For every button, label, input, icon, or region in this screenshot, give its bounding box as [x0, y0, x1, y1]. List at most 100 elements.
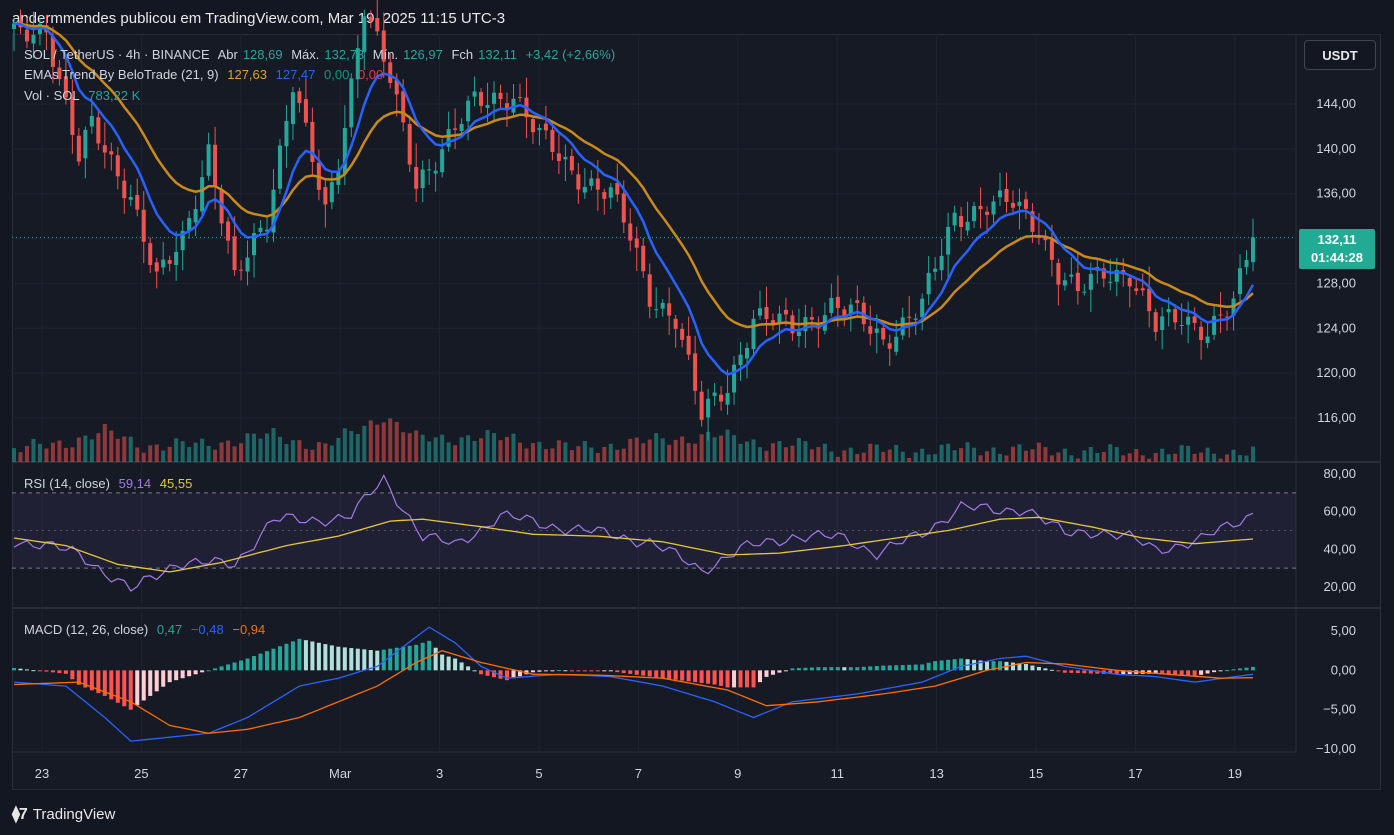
- ema-value-3: 0,00: [324, 67, 350, 82]
- volume-bar: [706, 431, 711, 462]
- macd-histogram-bar: [686, 670, 691, 682]
- candle-body: [1179, 325, 1184, 327]
- macd-histogram-bar: [654, 670, 659, 678]
- candle-body: [381, 30, 386, 62]
- volume-bar: [1108, 444, 1113, 462]
- macd-histogram-bar: [1179, 670, 1184, 676]
- macd-histogram-bar: [109, 670, 114, 700]
- volume-bar: [388, 418, 393, 462]
- candle-body: [777, 313, 782, 323]
- candle-body: [407, 123, 412, 165]
- candle-body: [517, 96, 522, 98]
- volume-bar: [1250, 446, 1256, 462]
- rsi-legend[interactable]: RSI (14, close) 59,14 45,55: [24, 476, 197, 491]
- macd-histogram-bar: [608, 670, 613, 672]
- volume-bar: [719, 435, 724, 462]
- currency-button[interactable]: USDT: [1304, 40, 1376, 70]
- macd-histogram-bar: [349, 648, 354, 671]
- macd-histogram-bar: [1010, 662, 1015, 671]
- volume-bar: [1192, 453, 1197, 462]
- volume-bar: [206, 445, 211, 462]
- candle-body: [453, 128, 458, 130]
- time-tick-label: 23: [35, 766, 49, 781]
- volume-bar: [641, 443, 646, 462]
- time-tick-label: 25: [134, 766, 148, 781]
- candle-body: [122, 180, 127, 199]
- macd-line: [13, 626, 1254, 742]
- candle-body: [498, 92, 503, 100]
- volume-bar: [835, 456, 840, 462]
- candle-body: [1192, 316, 1197, 324]
- last-price-badge: 132,11 01:44:28: [1299, 229, 1375, 269]
- volume-bar: [310, 449, 315, 462]
- volume-bar: [537, 441, 542, 462]
- macd-histogram-bar: [1049, 669, 1054, 671]
- volume-bar: [524, 448, 529, 462]
- volume-bar: [732, 435, 737, 462]
- volume-bar: [414, 430, 419, 462]
- volume-bar: [1134, 448, 1139, 462]
- volume-value: 783,22 K: [88, 88, 141, 103]
- volume-bar: [1160, 448, 1165, 462]
- candle-body: [1250, 237, 1256, 263]
- volume-bar: [855, 453, 860, 462]
- candle-body: [115, 155, 120, 177]
- macd-histogram-bar: [1056, 670, 1061, 672]
- candle-body: [89, 116, 94, 127]
- rsi-title: RSI (14, close): [24, 476, 110, 491]
- macd-hist-value: 0,47: [156, 622, 183, 637]
- candle-body: [751, 318, 756, 350]
- volume-bar: [336, 437, 341, 462]
- macd-histogram-bar: [1108, 670, 1113, 675]
- rsi-ma-line: [13, 516, 1254, 573]
- macd-histogram-bar: [433, 647, 438, 671]
- candle-body: [297, 91, 302, 104]
- volume-bar: [874, 444, 879, 462]
- tradingview-logo[interactable]: ⧫7 TradingView: [12, 804, 115, 824]
- candle-body: [725, 392, 730, 405]
- volume-bar: [563, 442, 568, 462]
- macd-histogram-bar: [848, 667, 853, 671]
- candle-body: [511, 98, 516, 113]
- candle-body: [1056, 263, 1061, 285]
- volume-bar: [479, 438, 484, 462]
- candle-body: [719, 394, 724, 402]
- macd-histogram-bar: [264, 651, 270, 671]
- volume-bar: [894, 444, 899, 462]
- volume-bar: [511, 433, 516, 462]
- macd-histogram-bar: [556, 670, 561, 672]
- candle-body: [706, 398, 711, 418]
- time-tick-label: 7: [635, 766, 642, 781]
- macd-histogram-bar: [550, 670, 555, 672]
- ema-legend[interactable]: EMAs Trend By BeloTrade (21, 9) 127,63 1…: [24, 67, 388, 82]
- candle-body: [310, 121, 315, 162]
- candle-body: [200, 177, 205, 212]
- volume-bar: [109, 430, 114, 462]
- macd-histogram-bar: [180, 670, 185, 679]
- macd-histogram-bar: [89, 670, 94, 691]
- macd-legend[interactable]: MACD (12, 26, close) 0,47 −0,48 −0,94: [24, 622, 270, 637]
- macd-histogram-bar: [530, 670, 535, 673]
- volume-bar: [900, 451, 905, 462]
- macd-histogram-bar: [732, 670, 737, 688]
- volume-legend[interactable]: Vol · SOL 783,22 K: [24, 88, 145, 103]
- candle-body: [582, 186, 587, 193]
- candle-body: [550, 129, 555, 152]
- candle-body: [264, 229, 270, 232]
- volume-bar: [751, 439, 756, 462]
- volume-bar: [264, 433, 270, 462]
- volume-bar: [316, 442, 321, 462]
- low-label: Mín.: [372, 47, 399, 62]
- candle-body: [868, 326, 873, 334]
- volume-bar: [102, 423, 107, 462]
- candle-body: [1127, 277, 1132, 287]
- macd-histogram-bar: [1082, 670, 1087, 674]
- volume-bar: [187, 447, 192, 462]
- candle-body: [712, 392, 717, 396]
- candle-body: [680, 328, 685, 340]
- macd-histogram-bar: [355, 648, 360, 671]
- volume-bar: [323, 443, 328, 462]
- volume-bar: [401, 432, 406, 462]
- volume-bar: [861, 452, 866, 462]
